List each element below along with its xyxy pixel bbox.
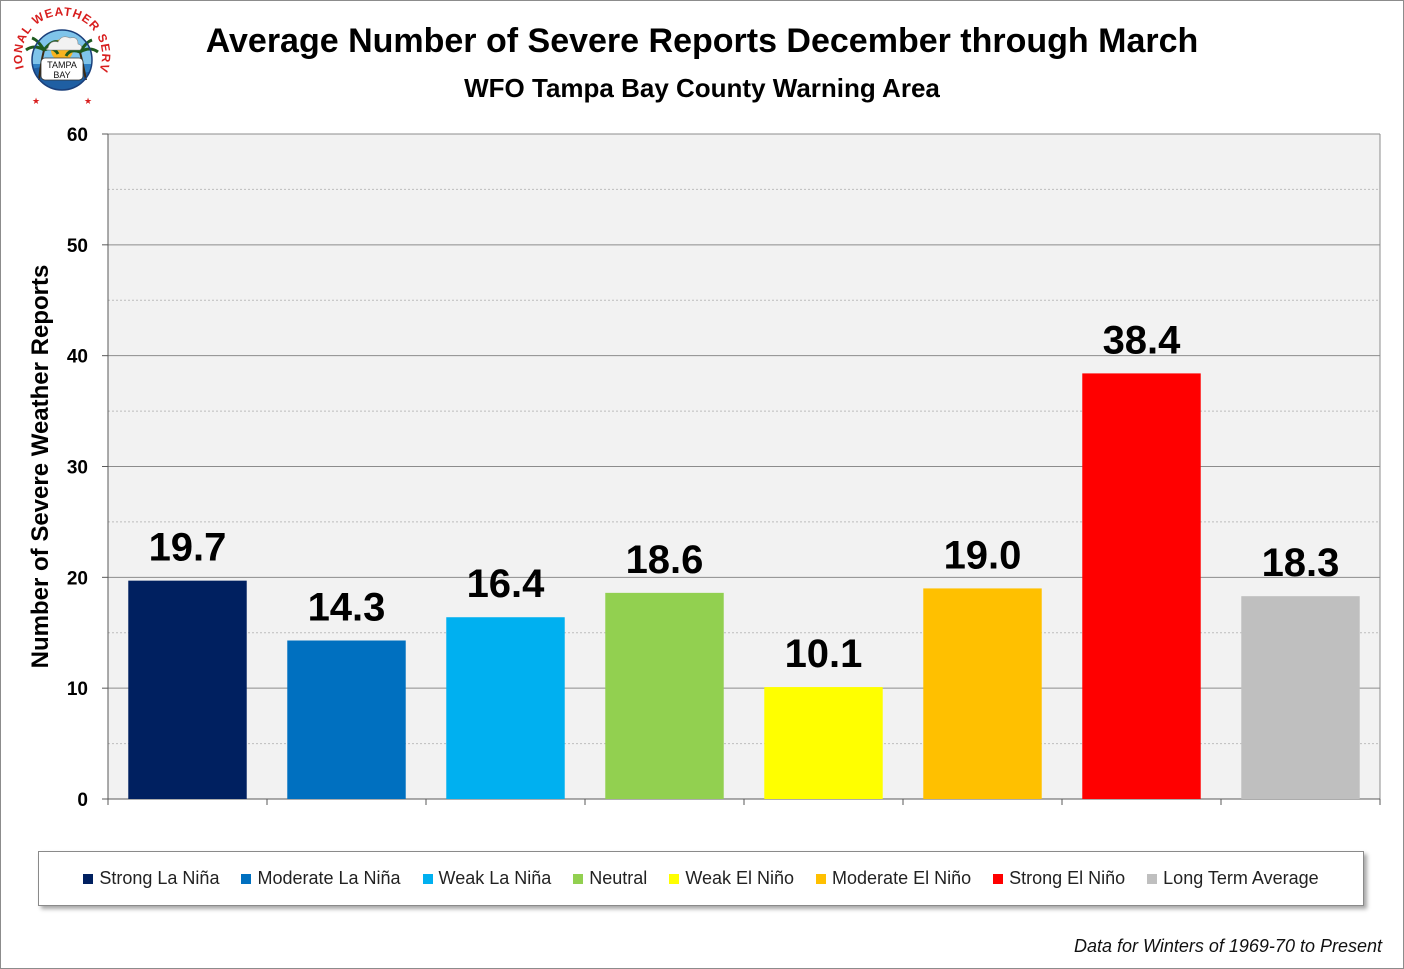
legend-label: Strong El Niño [1009, 868, 1126, 888]
legend-item: Strong La Niña [83, 868, 219, 889]
y-axis-label: Number of Severe Weather Reports [27, 265, 54, 669]
legend-label: Weak La Niña [438, 868, 552, 888]
legend-item: Moderate El Niño [816, 868, 971, 889]
bar-data-label: 18.3 [1262, 541, 1340, 585]
bar [1082, 373, 1201, 799]
legend-label: Neutral [589, 868, 648, 888]
logo-center-text-2: BAY [53, 70, 70, 80]
bar [287, 640, 406, 799]
legend-item: Weak El Niño [669, 868, 794, 889]
y-tick-label: 10 [67, 679, 88, 700]
logo-star-icon: ★ [84, 96, 92, 106]
bar [605, 592, 724, 799]
bar [923, 588, 1042, 799]
y-tick-label: 0 [77, 790, 88, 811]
legend-item: Moderate La Niña [241, 868, 401, 889]
y-tick-label: 40 [67, 347, 88, 368]
bar-data-label: 38.4 [1103, 318, 1182, 362]
logo-center-text-1: TAMPA [47, 60, 77, 70]
bar [1241, 596, 1360, 799]
legend-label: Long Term Average [1163, 868, 1319, 888]
legend-swatch [83, 873, 94, 884]
bar-data-label: 14.3 [308, 586, 386, 630]
y-tick-label: 50 [67, 236, 88, 257]
logo-star-icon: ★ [32, 96, 40, 106]
nws-logo: NATIONAL WEATHER SERVICE ★ ★ TAMPA BAY [8, 6, 114, 112]
cloud-icon [46, 36, 82, 51]
legend-swatch [816, 873, 827, 884]
bar [128, 580, 247, 799]
bar-data-label: 19.0 [944, 533, 1022, 577]
y-tick-label: 60 [67, 125, 88, 146]
bar-data-label: 18.6 [626, 538, 704, 582]
bar-data-label: 10.1 [785, 632, 863, 676]
legend: Strong La Niña Moderate La Niña Weak La Ni… [38, 851, 1364, 906]
legend-swatch [241, 873, 252, 884]
bar-data-label: 19.7 [149, 526, 227, 570]
legend-swatch [1147, 873, 1158, 884]
chart-title: Average Number of Severe Reports Decembe… [205, 22, 1199, 60]
legend-swatch [669, 873, 680, 884]
bar [446, 617, 565, 799]
legend-item: Strong El Niño [993, 868, 1125, 889]
legend-swatch [422, 873, 433, 884]
bar [764, 687, 883, 799]
legend-label: Moderate El Niño [832, 868, 972, 888]
legend-label: Strong La Niña [99, 868, 220, 888]
legend-label: Moderate La Niña [257, 868, 401, 888]
legend-item: Weak La Niña [422, 868, 552, 889]
legend-label: Weak El Niño [685, 868, 795, 888]
legend-swatch [993, 873, 1004, 884]
legend-swatch [573, 873, 584, 884]
y-tick-label: 20 [67, 568, 88, 589]
legend-item: Neutral [573, 868, 647, 889]
y-tick-label: 30 [67, 458, 88, 479]
footnote: Data for Winters of 1969-70 to Present [1074, 936, 1382, 956]
bar-data-label: 16.4 [467, 562, 546, 606]
chart-subtitle: WFO Tampa Bay County Warning Area [464, 73, 940, 103]
legend-item: Long Term Average [1147, 868, 1319, 889]
